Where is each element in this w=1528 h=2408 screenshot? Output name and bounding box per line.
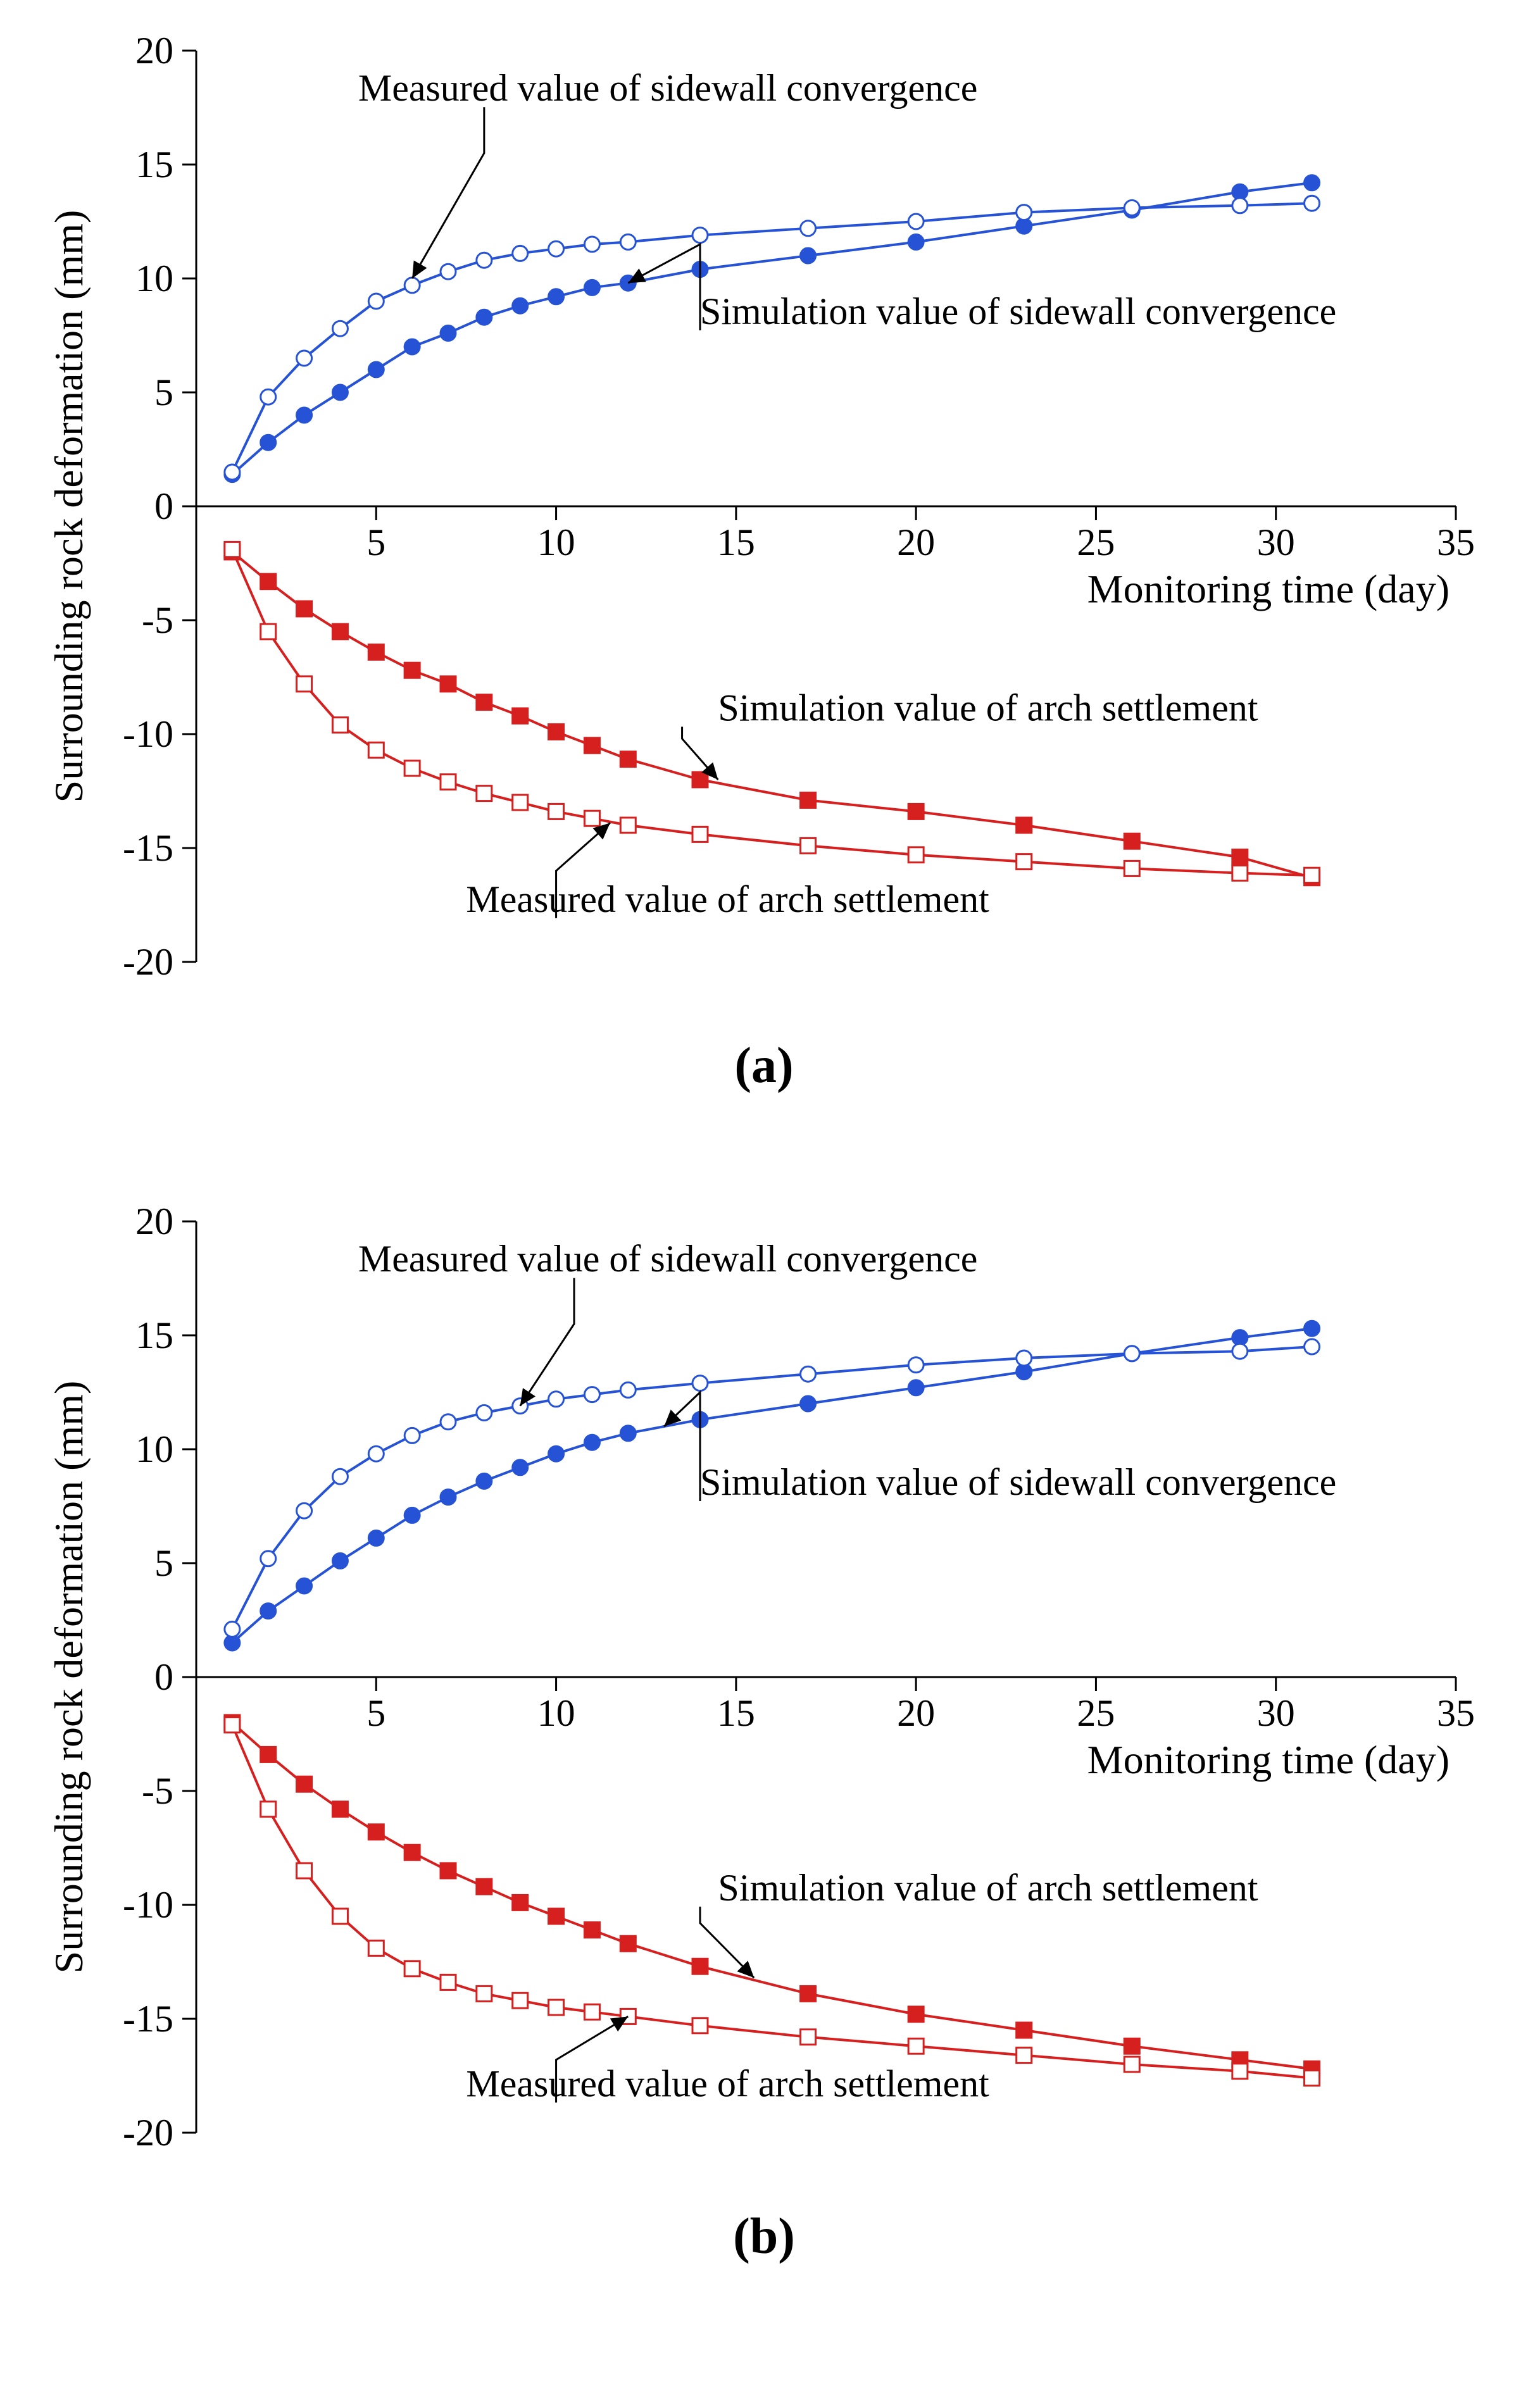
annotations: Measured value of sidewall convergence Si… xyxy=(358,67,1336,920)
svg-text:20: 20 xyxy=(897,521,935,563)
svg-text:10: 10 xyxy=(135,258,173,299)
svg-text:20: 20 xyxy=(897,1692,935,1734)
svg-text:-10: -10 xyxy=(123,713,173,755)
svg-text:10: 10 xyxy=(537,521,575,563)
svg-text:Measured value of arch settlem: Measured value of arch settlement xyxy=(466,2062,989,2104)
chart-panel-b: -20 -15 -10 -5 0 5 10 15 20 5 10 15 20 25 30 35 Surround… xyxy=(0,1171,1528,2405)
chart-panel-a: -20 -15 -10 -5 0 5 10 15 20 5 10 15 20 25 30 35 Surround… xyxy=(0,0,1528,1234)
svg-text:30: 30 xyxy=(1257,1692,1295,1734)
svg-text:10: 10 xyxy=(135,1428,173,1470)
svg-text:-5: -5 xyxy=(142,599,173,641)
svg-text:Measured value of arch settlem: Measured value of arch settlement xyxy=(466,878,989,920)
svg-text:20: 20 xyxy=(135,30,173,72)
svg-text:25: 25 xyxy=(1077,521,1115,563)
svg-text:-10: -10 xyxy=(123,1884,173,1926)
svg-text:5: 5 xyxy=(154,1542,173,1584)
x-axis-label: Monitoring time (day) xyxy=(1087,1737,1450,1782)
svg-text:15: 15 xyxy=(717,521,755,563)
svg-text:Measured value of sidewall con: Measured value of sidewall convergence xyxy=(358,67,978,109)
svg-text:5: 5 xyxy=(154,371,173,413)
series-group xyxy=(225,175,1320,885)
y-axis-label: Surrounding rock deformation (mm) xyxy=(46,1381,91,1974)
svg-text:-20: -20 xyxy=(123,2112,173,2154)
svg-text:35: 35 xyxy=(1437,1692,1475,1734)
svg-text:Simulation value of sidewall c: Simulation value of sidewall convergence xyxy=(700,290,1336,332)
panel-sublabel-b: (b) xyxy=(733,2209,795,2264)
svg-text:-5: -5 xyxy=(142,1770,173,1812)
svg-text:30: 30 xyxy=(1257,521,1295,563)
svg-text:5: 5 xyxy=(366,521,385,563)
panel-sublabel-a: (a) xyxy=(734,1038,793,1094)
svg-text:25: 25 xyxy=(1077,1692,1115,1734)
svg-text:Measured value of sidewall con: Measured value of sidewall convergence xyxy=(358,1238,978,1280)
svg-text:0: 0 xyxy=(154,1656,173,1698)
svg-text:15: 15 xyxy=(717,1692,755,1734)
annotations: Measured value of sidewall convergence Si… xyxy=(358,1238,1336,2104)
svg-text:5: 5 xyxy=(366,1692,385,1734)
svg-text:Simulation value of arch settl: Simulation value of arch settlement xyxy=(718,687,1258,728)
svg-text:Simulation value of arch settl: Simulation value of arch settlement xyxy=(718,1867,1258,1909)
series-group xyxy=(225,1321,1320,2085)
svg-text:15: 15 xyxy=(135,1314,173,1356)
x-axis-label: Monitoring time (day) xyxy=(1087,566,1450,611)
y-axis-label: Surrounding rock deformation (mm) xyxy=(46,210,91,803)
svg-text:15: 15 xyxy=(135,144,173,185)
svg-text:-15: -15 xyxy=(123,827,173,869)
svg-text:0: 0 xyxy=(154,485,173,527)
svg-text:-15: -15 xyxy=(123,1998,173,2040)
svg-text:10: 10 xyxy=(537,1692,575,1734)
svg-text:-20: -20 xyxy=(123,941,173,983)
svg-text:20: 20 xyxy=(135,1201,173,1242)
svg-text:35: 35 xyxy=(1437,521,1475,563)
svg-text:Simulation value of sidewall c: Simulation value of sidewall convergence xyxy=(700,1461,1336,1503)
